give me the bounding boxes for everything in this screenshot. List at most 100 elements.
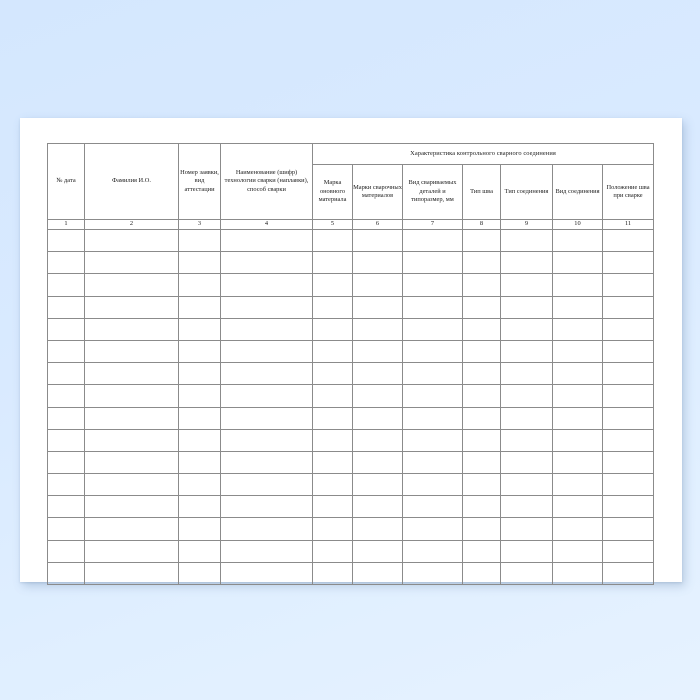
table-cell[interactable]: [352, 539, 403, 563]
table-cell[interactable]: [402, 384, 463, 408]
table-cell[interactable]: [84, 273, 179, 297]
table-cell[interactable]: [552, 495, 603, 519]
table-cell[interactable]: [178, 406, 221, 430]
table-cell[interactable]: [500, 339, 553, 364]
table-cell[interactable]: [220, 517, 313, 541]
table-cell[interactable]: [220, 450, 313, 475]
table-cell[interactable]: [84, 362, 179, 386]
table-cell[interactable]: [47, 317, 85, 341]
table-cell[interactable]: [312, 495, 353, 519]
table-cell[interactable]: [220, 339, 313, 364]
table-cell[interactable]: [402, 539, 463, 563]
table-cell[interactable]: [352, 473, 403, 497]
table-cell[interactable]: [178, 473, 221, 497]
table-row[interactable]: [47, 495, 655, 519]
table-cell[interactable]: [178, 228, 221, 253]
table-cell[interactable]: [312, 251, 353, 275]
table-cell[interactable]: [352, 295, 403, 319]
table-cell[interactable]: [220, 273, 313, 297]
table-cell[interactable]: [402, 495, 463, 519]
table-cell[interactable]: [500, 317, 553, 341]
table-row[interactable]: [47, 539, 655, 563]
table-row[interactable]: [47, 362, 655, 386]
table-cell[interactable]: [312, 561, 353, 586]
table-cell[interactable]: [352, 406, 403, 430]
table-row[interactable]: [47, 473, 655, 497]
table-cell[interactable]: [500, 561, 553, 586]
table-cell[interactable]: [462, 384, 501, 408]
table-cell[interactable]: [220, 317, 313, 341]
table-row[interactable]: [47, 517, 655, 541]
table-cell[interactable]: [402, 517, 463, 541]
table-cell[interactable]: [220, 561, 313, 586]
table-cell[interactable]: [552, 428, 603, 452]
table-cell[interactable]: [47, 517, 85, 541]
table-cell[interactable]: [47, 362, 85, 386]
table-cell[interactable]: [178, 251, 221, 275]
table-cell[interactable]: [601, 362, 655, 386]
table-cell[interactable]: [402, 273, 463, 297]
table-cell[interactable]: [462, 295, 501, 319]
table-cell[interactable]: [552, 362, 603, 386]
table-cell[interactable]: [312, 362, 353, 386]
table-cell[interactable]: [47, 228, 85, 253]
table-cell[interactable]: [312, 228, 353, 253]
table-cell[interactable]: [601, 561, 655, 586]
table-cell[interactable]: [352, 317, 403, 341]
table-cell[interactable]: [352, 273, 403, 297]
table-cell[interactable]: [601, 539, 655, 563]
table-cell[interactable]: [601, 228, 655, 253]
table-cell[interactable]: [178, 539, 221, 563]
table-cell[interactable]: [500, 450, 553, 475]
table-cell[interactable]: [462, 450, 501, 475]
table-cell[interactable]: [84, 251, 179, 275]
table-cell[interactable]: [402, 228, 463, 253]
table-cell[interactable]: [84, 317, 179, 341]
table-cell[interactable]: [601, 251, 655, 275]
table-cell[interactable]: [402, 317, 463, 341]
table-cell[interactable]: [47, 406, 85, 430]
table-cell[interactable]: [220, 251, 313, 275]
table-cell[interactable]: [312, 406, 353, 430]
table-cell[interactable]: [402, 428, 463, 452]
table-cell[interactable]: [352, 362, 403, 386]
table-cell[interactable]: [178, 317, 221, 341]
table-cell[interactable]: [552, 406, 603, 430]
table-cell[interactable]: [352, 251, 403, 275]
table-cell[interactable]: [84, 495, 179, 519]
table-cell[interactable]: [500, 517, 553, 541]
table-cell[interactable]: [462, 561, 501, 586]
table-cell[interactable]: [552, 517, 603, 541]
table-cell[interactable]: [84, 295, 179, 319]
table-cell[interactable]: [47, 428, 85, 452]
table-cell[interactable]: [84, 473, 179, 497]
table-cell[interactable]: [402, 450, 463, 475]
table-cell[interactable]: [312, 473, 353, 497]
table-cell[interactable]: [220, 406, 313, 430]
table-cell[interactable]: [178, 450, 221, 475]
table-cell[interactable]: [552, 273, 603, 297]
table-cell[interactable]: [178, 428, 221, 452]
table-cell[interactable]: [352, 384, 403, 408]
table-cell[interactable]: [500, 295, 553, 319]
table-cell[interactable]: [552, 384, 603, 408]
table-cell[interactable]: [552, 228, 603, 253]
table-cell[interactable]: [402, 406, 463, 430]
table-cell[interactable]: [402, 339, 463, 364]
table-cell[interactable]: [178, 295, 221, 319]
table-cell[interactable]: [312, 428, 353, 452]
table-cell[interactable]: [462, 539, 501, 563]
table-cell[interactable]: [500, 428, 553, 452]
table-cell[interactable]: [84, 561, 179, 586]
table-row[interactable]: [47, 317, 655, 341]
table-cell[interactable]: [84, 339, 179, 364]
table-cell[interactable]: [352, 228, 403, 253]
table-cell[interactable]: [462, 495, 501, 519]
table-cell[interactable]: [84, 428, 179, 452]
table-cell[interactable]: [601, 517, 655, 541]
table-cell[interactable]: [601, 295, 655, 319]
table-cell[interactable]: [552, 295, 603, 319]
table-cell[interactable]: [47, 384, 85, 408]
table-cell[interactable]: [402, 362, 463, 386]
table-cell[interactable]: [601, 273, 655, 297]
